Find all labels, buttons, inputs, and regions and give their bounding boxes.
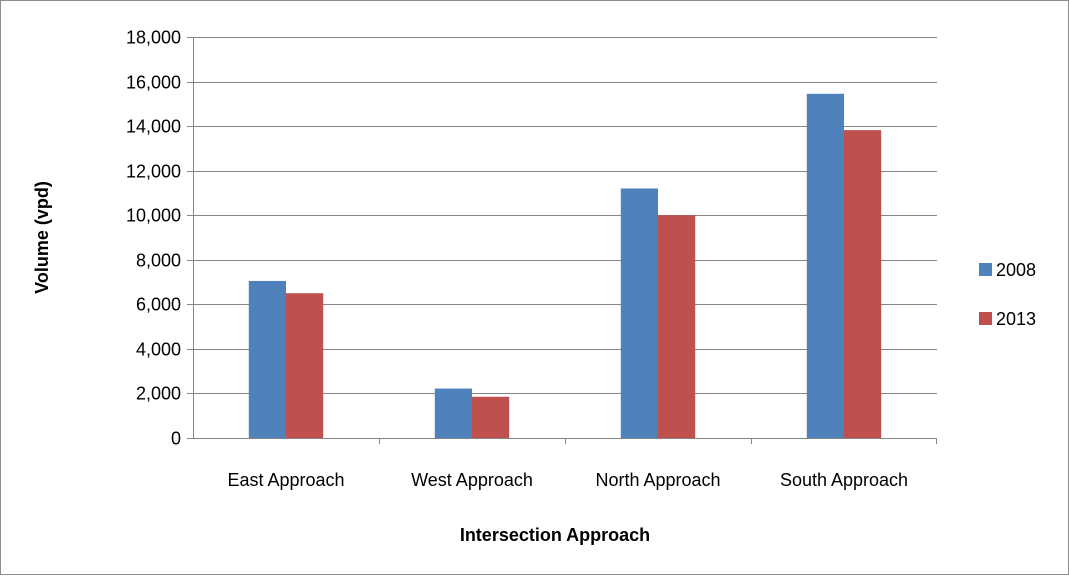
bar-2008-0: [248, 280, 286, 438]
bars: [248, 93, 882, 439]
x-tick-label: West Approach: [411, 470, 533, 490]
bar-2013-3: [844, 130, 882, 439]
x-tick-label: South Approach: [780, 470, 908, 490]
y-tick-label: 2,000: [136, 384, 181, 404]
bar-2008-1: [434, 388, 472, 438]
y-tick-label: 12,000: [126, 162, 181, 182]
x-tick-label: East Approach: [227, 470, 344, 490]
bar-2008-2: [620, 188, 658, 438]
y-tick-label: 8,000: [136, 251, 181, 271]
bar-2013-0: [286, 293, 324, 438]
y-tick-label: 10,000: [126, 206, 181, 226]
x-tick-labels: East Approach West Approach North Approach…: [227, 470, 908, 490]
y-axis-title: Volume (vpd): [32, 181, 52, 294]
y-tick-label: 6,000: [136, 295, 181, 315]
legend: 2008 2013: [979, 260, 1036, 329]
bar-2013-1: [472, 396, 510, 438]
y-tick-labels: 0 2,000 4,000 6,000 8,000 10,000 12,000 14,000 1…: [126, 28, 181, 449]
y-tick-label: 4,000: [136, 340, 181, 360]
legend-label-2013: 2013: [996, 309, 1036, 329]
x-axis-title: Intersection Approach: [460, 525, 650, 545]
y-tick-label: 18,000: [126, 28, 181, 48]
legend-swatch-2013: [979, 312, 992, 325]
y-tick-label: 16,000: [126, 73, 181, 93]
x-tick-label: North Approach: [595, 470, 720, 490]
bar-2013-2: [658, 215, 696, 438]
legend-label-2008: 2008: [996, 260, 1036, 280]
y-tick-label: 0: [171, 429, 181, 449]
axes: [187, 37, 937, 444]
bar-2008-3: [806, 93, 844, 438]
y-tick-label: 14,000: [126, 117, 181, 137]
legend-swatch-2008: [979, 263, 992, 276]
